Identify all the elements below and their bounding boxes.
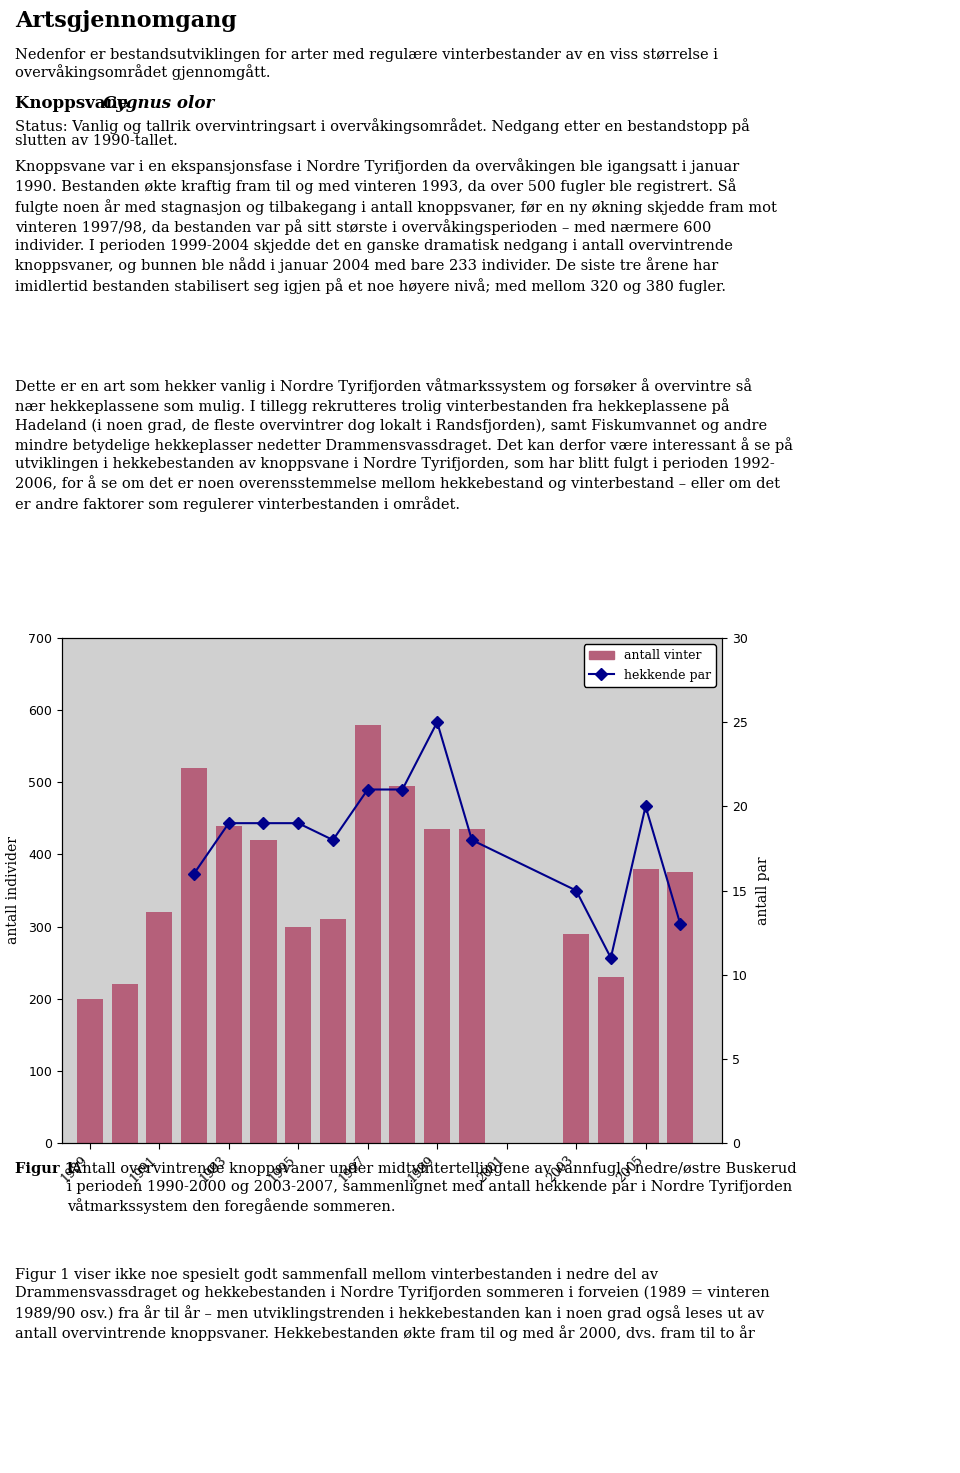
Bar [598,977,624,1143]
Bar [146,912,172,1143]
Bar [459,829,485,1143]
Text: Figur 1 viser ikke noe spesielt godt sammenfall mellom vinterbestanden i nedre d: Figur 1 viser ikke noe spesielt godt sam… [15,1268,770,1340]
Text: overvåkingsområdet gjennomgått.: overvåkingsområdet gjennomgått. [15,63,271,80]
Bar [181,767,207,1143]
Bar [320,919,346,1143]
Text: Status: Vanlig og tallrik overvintringsart i overvåkingsområdet. Nedgang etter e: Status: Vanlig og tallrik overvintringsa… [15,118,750,134]
Bar [285,927,311,1143]
Bar [354,725,381,1143]
Text: Antall overvintrende knoppsvaner under midtvintertellingene av vannfugl i nedre/: Antall overvintrende knoppsvaner under m… [67,1162,797,1214]
Y-axis label: antall par: antall par [756,856,770,925]
Text: Nedenfor er bestandsutviklingen for arter med regulære vinterbestander av en vis: Nedenfor er bestandsutviklingen for arte… [15,49,718,62]
Bar [77,999,103,1143]
Text: Cygnus olor: Cygnus olor [103,94,214,112]
Bar [111,984,137,1143]
Text: Knoppsvane: Knoppsvane [15,94,134,112]
Text: slutten av 1990-tallet.: slutten av 1990-tallet. [15,134,178,147]
Bar [390,787,416,1143]
Bar [424,829,450,1143]
Text: Artsgjennomgang: Artsgjennomgang [15,10,237,32]
Y-axis label: antall individer: antall individer [6,837,20,944]
Legend: antall vinter, hekkende par: antall vinter, hekkende par [584,644,716,686]
Bar [633,869,659,1143]
Bar [667,872,693,1143]
Text: Dette er en art som hekker vanlig i Nordre Tyrifjorden våtmarkssystem og forsøke: Dette er en art som hekker vanlig i Nord… [15,379,793,511]
Bar [216,825,242,1143]
Bar [564,934,589,1143]
Text: Knoppsvane var i en ekspansjonsfase i Nordre Tyrifjorden da overvåkingen ble iga: Knoppsvane var i en ekspansjonsfase i No… [15,158,777,293]
Bar [251,840,276,1143]
Text: Figur 1.: Figur 1. [15,1162,80,1175]
